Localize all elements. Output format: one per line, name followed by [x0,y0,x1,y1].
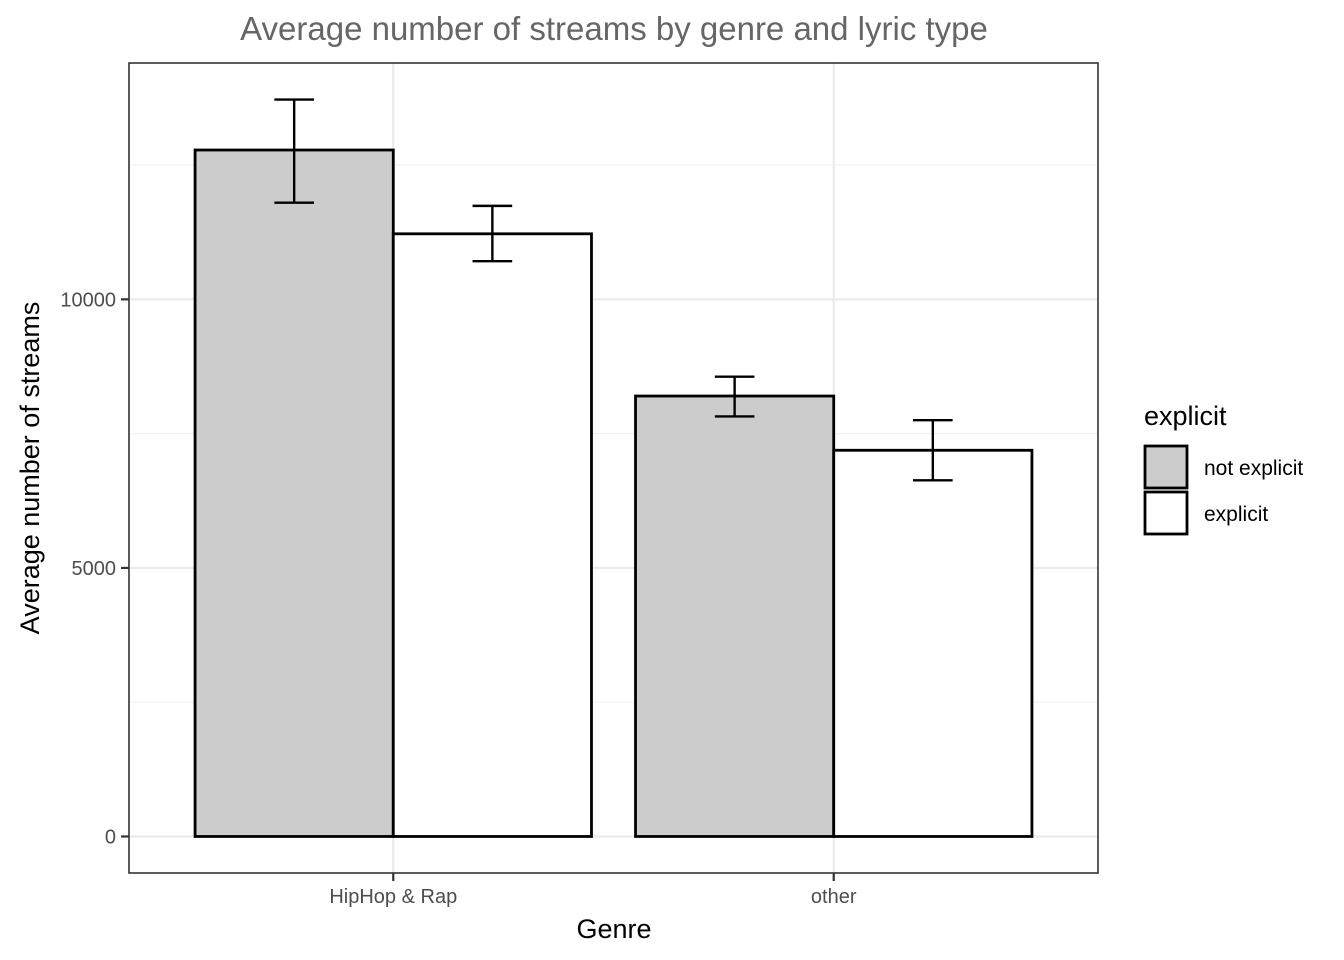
error-bar [913,418,953,482]
error-bars [274,98,953,482]
bar [832,448,1034,838]
x-axis-title: Genre [576,914,651,944]
error-bar [274,98,314,204]
y-tick-label: 5000 [72,558,117,580]
legend-key [1143,490,1189,536]
error-bar [714,375,755,418]
chart-title: Average number of streams by genre and l… [240,10,988,47]
x-tick-label: other [811,886,857,908]
bars [193,148,1034,838]
legend-label: explicit [1204,503,1268,526]
plot-panel-border [128,62,1099,874]
x-axis: HipHop & Rap other [329,873,857,908]
y-axis-title: Average number of streams [15,302,45,635]
bar [634,394,836,838]
legend-title: explicit [1144,401,1227,431]
y-tick-label: 0 [105,826,116,848]
y-axis: 0 5000 10000 [60,289,129,848]
legend: explicit not explicit explicit [1143,401,1303,536]
legend-label: not explicit [1204,457,1303,480]
bar [391,232,593,838]
legend-key [1143,444,1189,490]
x-tick-label: HipHop & Rap [329,886,457,908]
bar [193,148,395,838]
error-bar [472,204,513,263]
y-tick-label: 10000 [60,289,116,311]
